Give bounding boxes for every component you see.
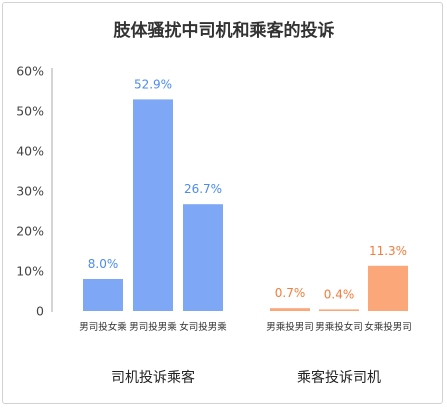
bar bbox=[133, 99, 173, 312]
bar bbox=[83, 279, 123, 311]
y-tick-label: 20% bbox=[16, 224, 44, 239]
y-tick-label: 10% bbox=[16, 264, 44, 279]
y-tick-label: 60% bbox=[16, 64, 44, 79]
y-tick-label: 0 bbox=[36, 304, 44, 319]
category-label: 男乘投女司 bbox=[315, 321, 363, 333]
data-label: 0.7% bbox=[275, 286, 306, 300]
bar bbox=[183, 204, 223, 311]
y-tick-label: 40% bbox=[16, 144, 44, 159]
group-label: 司机投诉乘客 bbox=[111, 369, 195, 386]
chart-frame bbox=[2, 2, 443, 404]
bar bbox=[270, 308, 310, 311]
data-label: 26.7% bbox=[184, 182, 222, 196]
data-label: 0.4% bbox=[324, 287, 355, 301]
category-label: 男司投男乘 bbox=[129, 321, 177, 333]
data-labels: 8.0% 52.9% 26.7% 0.7% 0.4% 11.3% bbox=[88, 77, 407, 301]
y-tick-label: 50% bbox=[16, 104, 44, 119]
data-label: 8.0% bbox=[88, 257, 119, 271]
category-label: 男司投女乘 bbox=[79, 321, 127, 333]
group-label: 乘客投诉司机 bbox=[297, 369, 381, 386]
bar bbox=[319, 309, 359, 311]
category-labels: 男司投女乘 男司投男乘 女司投男乘 男乘投男司 男乘投女司 女乘投男司 bbox=[79, 321, 412, 333]
bars bbox=[83, 99, 408, 312]
category-label: 女司投男乘 bbox=[179, 321, 227, 333]
category-label: 女乘投男司 bbox=[364, 321, 412, 333]
category-label: 男乘投男司 bbox=[266, 321, 314, 333]
group-labels: 司机投诉乘客 乘客投诉司机 bbox=[111, 369, 381, 386]
bar bbox=[368, 265, 408, 311]
y-tick-labels: 0 10% 20% 30% 40% 50% 60% bbox=[16, 64, 44, 319]
data-label: 11.3% bbox=[369, 244, 407, 258]
y-tick-label: 30% bbox=[16, 184, 44, 199]
chart-title: 肢体骚扰中司机和乘客的投诉 bbox=[114, 20, 335, 41]
data-label: 52.9% bbox=[134, 77, 172, 91]
